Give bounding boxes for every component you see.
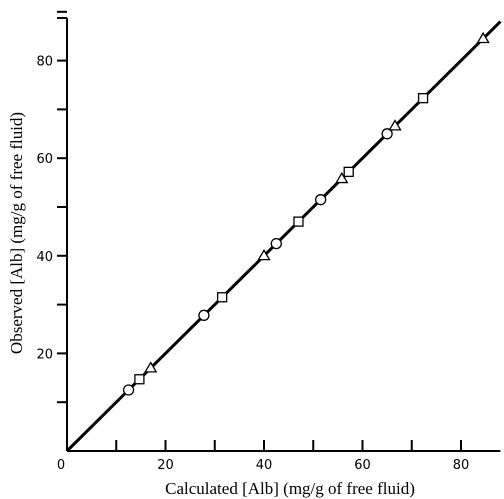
triangle-point — [388, 119, 402, 131]
x-axis-label: Calculated [Alb] (mg/g of free fluid) — [165, 479, 415, 498]
triangle-point — [335, 171, 349, 184]
circle-point — [314, 194, 327, 206]
square-point — [216, 292, 228, 303]
x-tick-label: 60 — [354, 458, 371, 473]
axes — [66, 18, 501, 452]
x-tick-label: 0 — [57, 458, 65, 473]
x-tick-label: 80 — [453, 458, 470, 473]
x-tick-label: 20 — [157, 458, 174, 473]
y-tick-label: 80 — [36, 55, 53, 70]
triangle-point — [476, 31, 490, 44]
y-tick-label: 60 — [36, 152, 53, 167]
circle-point — [122, 384, 135, 396]
y-axis-label: Observed [Alb] (mg/g of free fluid) — [7, 112, 26, 354]
y-tick-label: 40 — [36, 250, 53, 265]
x-tick-label: 40 — [256, 458, 273, 473]
square-point — [134, 374, 145, 385]
square-point — [343, 166, 354, 178]
square-point — [417, 93, 429, 104]
triangle-point — [144, 361, 158, 373]
y-tick-label: 20 — [36, 347, 53, 362]
square-point — [293, 216, 304, 227]
data-points — [122, 31, 490, 396]
circle-point — [381, 128, 393, 140]
circle-point — [270, 237, 282, 250]
triangle-point — [257, 249, 271, 261]
circle-point — [198, 309, 210, 321]
ticks: 0 20 40 60 80 20 40 60 80 — [36, 10, 470, 473]
